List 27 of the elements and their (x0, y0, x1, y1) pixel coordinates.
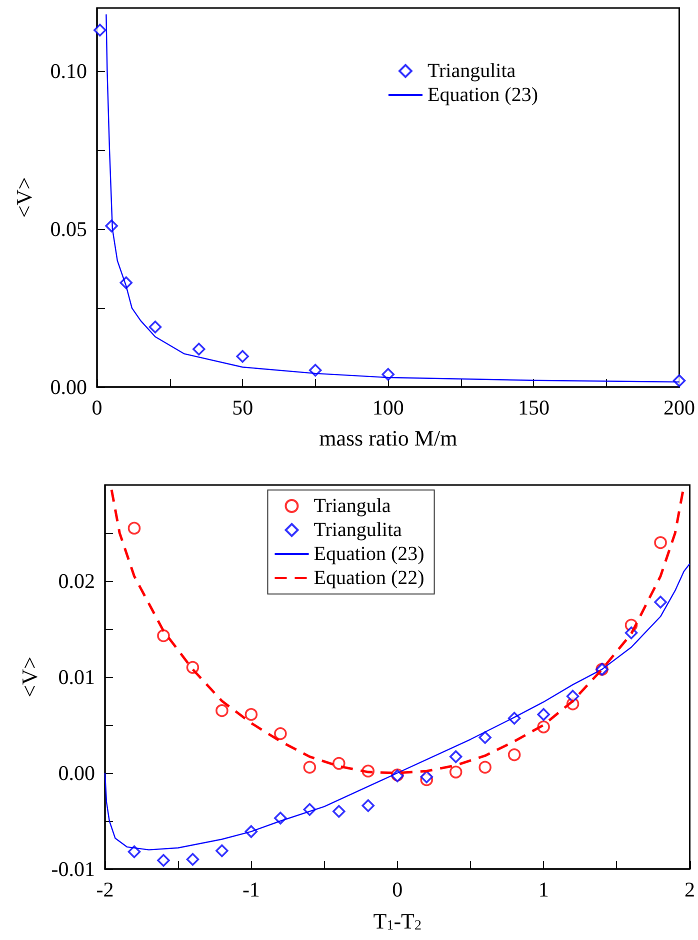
y-tick-label: 0.00 (58, 761, 95, 785)
legend-label: Triangulita (314, 519, 402, 541)
x-tick-label: -1 (242, 878, 260, 902)
legend-label: Equation (23) (314, 543, 424, 565)
legend-label: Equation (23) (427, 84, 538, 106)
legend-label: Triangulita (427, 60, 516, 82)
x-tick-label: 50 (232, 396, 254, 420)
x-axis-title: T1-T2 (373, 908, 422, 934)
x-axis-title: mass ratio M/m (319, 426, 458, 450)
x-tick-label: 200 (664, 396, 695, 420)
legend-label: Triangula (314, 495, 391, 517)
x-tick-label: 1 (538, 878, 549, 902)
y-tick-label: 0.01 (58, 665, 95, 689)
x-tick-label: 0 (392, 878, 403, 902)
y-tick-label: 0.02 (58, 569, 95, 593)
x-tick-label: 150 (518, 396, 550, 420)
y-axis-title: <V> (16, 656, 42, 698)
x-tick-label: 0 (92, 396, 102, 420)
y-axis-title: <V> (12, 177, 36, 218)
y-tick-label: -0.01 (51, 857, 95, 881)
legend-label: Equation (22) (314, 567, 424, 589)
y-tick-label: 0.05 (50, 217, 87, 242)
y-tick-label: 0.00 (50, 375, 87, 399)
x-tick-label: 100 (372, 396, 404, 420)
x-tick-label: -2 (96, 878, 114, 902)
y-tick-label: 0.10 (50, 59, 87, 84)
x-tick-label: 2 (684, 878, 695, 902)
